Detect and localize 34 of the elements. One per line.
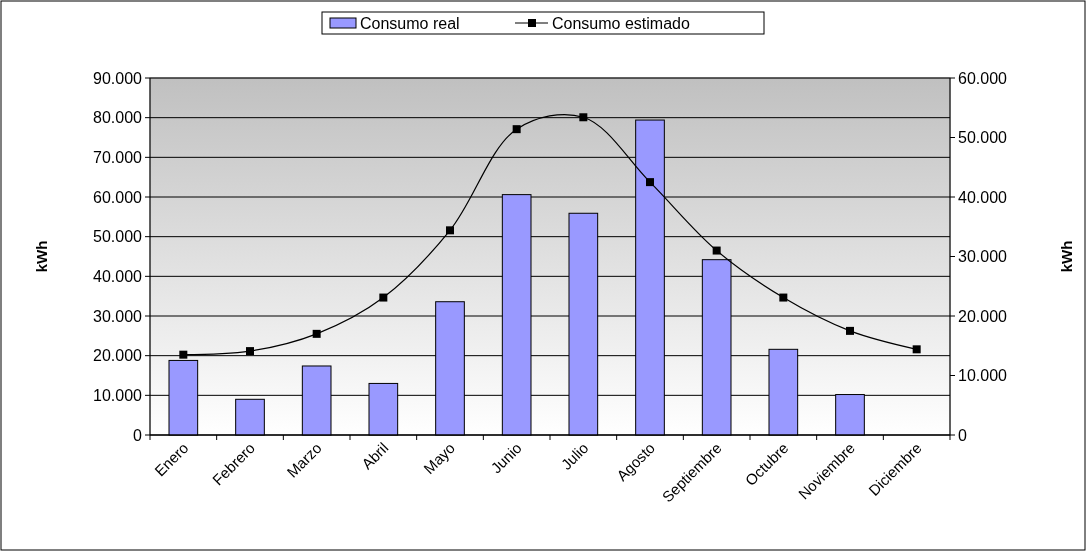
y-tick-label: 30.000	[93, 307, 143, 325]
point	[179, 350, 188, 359]
point	[512, 125, 521, 134]
point	[712, 246, 721, 255]
legend-label: Consumo estimado	[552, 14, 690, 32]
y-tick-label: 60.000	[93, 188, 143, 206]
point	[579, 113, 588, 122]
y-tick-label: 70.000	[93, 148, 143, 166]
point	[312, 329, 321, 338]
point	[646, 178, 654, 187]
point	[446, 226, 454, 235]
y-tick-label: 40.000	[93, 267, 143, 285]
y2-tick-label: 30.000	[958, 248, 1008, 266]
y2-tick-label: 10.000	[958, 367, 1008, 385]
y2-tick-label: 40.000	[958, 188, 1008, 206]
x-tick-label: Julio	[557, 439, 592, 473]
point	[779, 293, 788, 302]
y-tick-label: 20.000	[93, 347, 143, 365]
y2-tick-label: 20.000	[958, 307, 1008, 325]
y-tick-label: 0	[133, 426, 143, 444]
point	[246, 347, 254, 356]
y-axis-title: kWh	[33, 240, 50, 273]
y-tick-label: 50.000	[93, 228, 143, 246]
y2-tick-label: 0	[958, 426, 967, 444]
y2-axis-title: kWh	[1058, 240, 1075, 273]
y-tick-label: 80.000	[93, 109, 143, 127]
y2-tick-label: 50.000	[958, 129, 1008, 147]
point	[912, 345, 921, 354]
y2-tick-label: 60.000	[958, 69, 1008, 87]
y-tick-label: 90.000	[93, 69, 143, 87]
legend-label: Consumo real	[360, 14, 460, 32]
point	[379, 293, 388, 302]
point	[846, 326, 854, 335]
y-tick-label: 10.000	[93, 386, 143, 404]
